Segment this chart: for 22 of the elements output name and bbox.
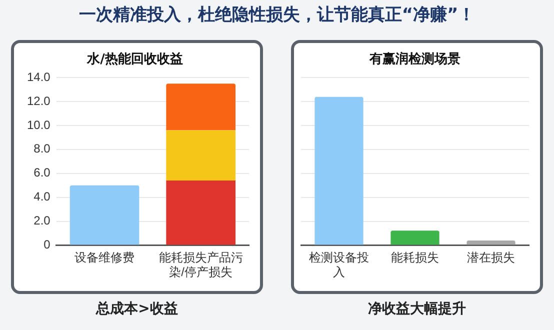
x-tick-label: 设备维修费 <box>74 250 135 265</box>
text: 净收益大幅提升 <box>368 300 466 318</box>
bar <box>166 84 236 130</box>
x-tick-label: 能耗损失 <box>391 250 439 265</box>
text: 总成本>收益 <box>96 300 178 318</box>
bar <box>70 185 140 245</box>
y-tick-label: 10.0 <box>26 118 51 132</box>
y-tick-label: 12.0 <box>26 94 51 108</box>
x-tick-label: 潜在损失 <box>467 250 515 265</box>
bar <box>166 130 236 181</box>
y-tick-label: 2.0 <box>34 214 51 228</box>
chart-subtitle: 有赢润检测场景 <box>368 51 460 68</box>
bar <box>166 180 236 245</box>
y-tick-label: 0 <box>44 238 51 252</box>
y-tick-label: 8.0 <box>34 142 51 156</box>
x-tick-label: 能耗损失产品污染/停产损失 <box>158 250 243 280</box>
chart-subtitle: 水/热能回收收益 <box>86 51 183 68</box>
y-tick-label: 6.0 <box>34 166 51 180</box>
y-tick-label: 14.0 <box>26 70 51 84</box>
chart-title: 一次精准投入，杜绝隐性损失，让节能真正“净赚”！ <box>78 4 476 27</box>
y-tick-label: 4.0 <box>34 190 51 204</box>
x-tick-label: 检测设备投入 <box>309 250 369 280</box>
